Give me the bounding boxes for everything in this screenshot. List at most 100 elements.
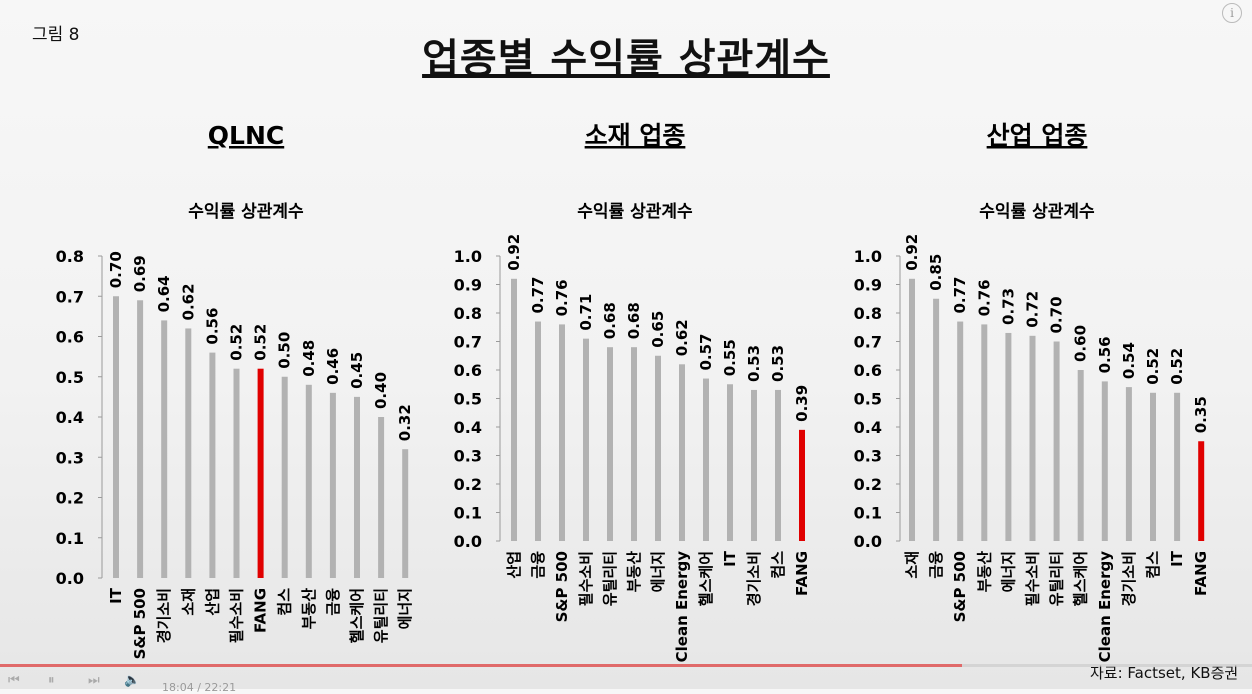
pause-icon[interactable]: ⏸ [48,673,55,688]
category-label: 필수소비 [1024,551,1042,606]
y-tick-label: 1.0 [454,247,482,266]
bar [1101,381,1108,541]
category-label: 경기소비 [155,588,173,643]
data-label: 0.68 [625,302,643,339]
bar [378,417,385,578]
data-label: 0.48 [300,340,318,377]
category-label: S&P 500 [951,551,969,622]
category-label: 경기소비 [1120,551,1138,606]
category-label: 필수소비 [577,551,595,606]
bar [233,368,240,578]
bar [957,321,964,541]
y-tick-label: 0.5 [56,368,84,387]
y-tick-label: 0.5 [854,390,882,409]
y-tick-label: 0.8 [854,304,882,323]
bar [1125,387,1132,541]
y-tick-label: 0.3 [854,447,882,466]
category-label: 에너지 [396,588,414,629]
data-label: 0.52 [228,324,246,361]
progress-track[interactable] [0,664,1252,667]
bar [1005,332,1012,541]
y-tick-label: 0.7 [454,333,482,352]
y-tick-label: 0.7 [56,287,84,306]
chart-title: 수익률 상관계수 [188,202,304,222]
category-label: 금융 [529,551,547,579]
category-label: 금융 [927,551,945,579]
bar [679,364,685,541]
y-tick-label: 0.6 [454,361,482,380]
data-label: 0.35 [1192,396,1210,433]
category-label: 소재 [903,551,921,579]
bar [281,376,288,578]
y-tick-label: 0.8 [454,304,482,323]
category-label: 부동산 [975,551,993,593]
category-label: FANG [793,551,811,596]
bar [1029,335,1036,541]
y-tick-label: 0.8 [56,247,84,266]
category-label: IT [107,587,125,604]
section-title: QLNC [208,121,284,150]
category-label: IT [721,550,739,567]
category-label: 경기소비 [745,551,763,606]
bar [305,384,312,578]
data-label: 0.52 [1144,348,1162,385]
bar [161,320,168,578]
y-tick-label: 0.2 [454,475,482,494]
category-label: 산업 [203,588,221,616]
previous-icon[interactable]: ⏮ [8,673,20,688]
bar [933,298,940,541]
y-tick-label: 1.0 [854,247,882,266]
bar [559,324,565,541]
y-tick-label: 0.4 [854,418,882,437]
bar [981,324,988,541]
bar [727,384,733,541]
bar [775,389,781,541]
bar [1077,370,1084,541]
category-label: 컴스 [1144,551,1162,579]
volume-icon[interactable]: 🔈 [124,673,141,688]
data-label: 0.52 [252,324,270,361]
bar [113,296,119,578]
data-label: 0.69 [131,255,149,292]
category-label: S&P 500 [553,551,571,622]
y-tick-label: 0.6 [56,328,84,347]
next-icon[interactable]: ⏭ [88,673,100,688]
y-tick-label: 0.9 [454,276,482,295]
data-label: 0.45 [348,352,366,389]
bar [535,321,541,541]
category-label: 헬스케어 [1072,551,1090,606]
category-label: 헬스케어 [697,551,715,606]
data-label: 0.46 [324,348,342,385]
bar-highlight [1198,441,1205,541]
video-player-bar[interactable]: ⏮ ⏸ ⏭ 🔈 18:04 / 22:21 [0,664,1252,694]
y-tick-label: 0.0 [454,532,482,551]
bar [1150,392,1156,541]
video-time: 18:04 / 22:21 [162,681,237,694]
category-label: FANG [252,588,270,633]
bar [185,328,192,578]
bar [703,378,709,541]
data-label: 0.55 [721,339,739,376]
data-label: 0.68 [601,302,619,339]
data-label: 0.64 [155,275,173,312]
y-tick-label: 0.1 [854,504,882,523]
info-icon[interactable]: i [1222,3,1242,23]
category-label: 유틸리티 [1048,551,1066,606]
y-tick-label: 0.2 [56,489,84,508]
y-tick-label: 0.9 [854,276,882,295]
bar [1053,341,1060,541]
data-label: 0.32 [396,404,414,441]
chart-title: 수익률 상관계수 [577,202,693,222]
y-tick-label: 0.4 [454,418,482,437]
y-tick-label: 0.6 [854,361,882,380]
data-label: 0.54 [1120,342,1138,379]
bar [402,449,409,578]
figure-label: 그림 8 [32,25,80,45]
category-label: 에너지 [999,551,1017,592]
category-label: Clean Energy [1096,551,1114,663]
category-label: 부동산 [300,588,318,630]
data-label: 0.70 [107,251,125,288]
source-note: 자료: Factset, KB증권 [1090,664,1239,682]
bar [631,347,637,541]
page-title: 업종별 수익률 상관계수 [422,36,830,82]
